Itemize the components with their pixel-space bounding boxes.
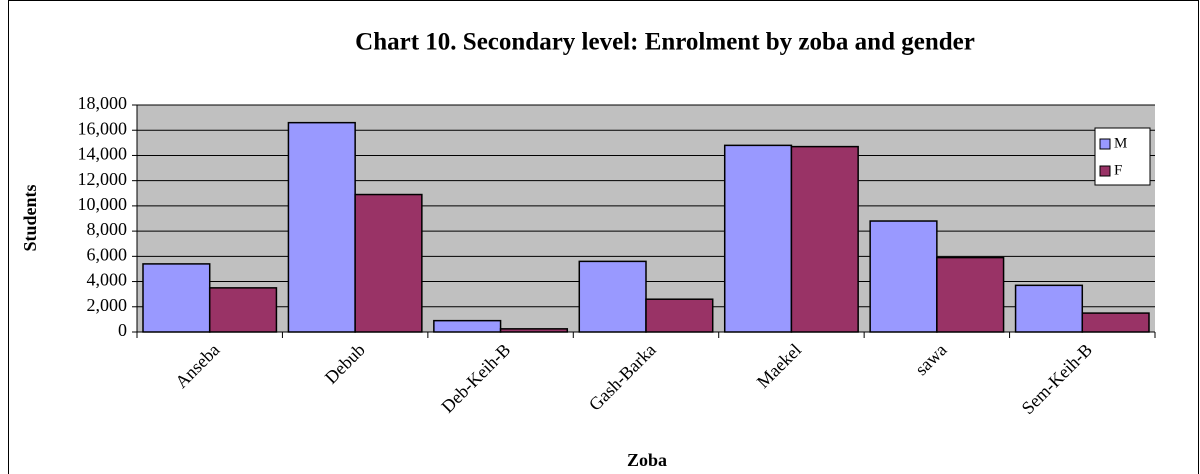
y-tick-label: 0: [118, 320, 127, 340]
bar: [354, 193, 423, 333]
bar: [645, 298, 714, 333]
y-tick-label: 2,000: [87, 295, 128, 315]
y-tick-label: 16,000: [78, 118, 128, 138]
bar: [936, 256, 1005, 333]
bar: [869, 220, 938, 333]
chart-title: Chart 10. Secondary level: Enrolment by …: [355, 29, 975, 56]
bar: [723, 144, 793, 333]
bar: [499, 328, 569, 333]
bar: [1014, 284, 1084, 333]
y-tick-label: 12,000: [78, 169, 128, 189]
bar: [142, 263, 211, 333]
y-tick-label: 14,000: [78, 144, 128, 164]
y-tick-label: 10,000: [78, 194, 128, 214]
bar: [433, 319, 502, 333]
y-tick-label: 8,000: [87, 219, 128, 239]
bar: [578, 260, 647, 333]
legend-swatch: [1099, 138, 1111, 150]
legend-label: M: [1114, 135, 1127, 151]
y-tick-label: 6,000: [87, 244, 128, 264]
bar: [287, 121, 356, 333]
y-tick-label: 4,000: [87, 270, 128, 290]
legend-swatch: [1099, 165, 1111, 177]
bar: [208, 287, 278, 333]
bar: [1081, 312, 1150, 333]
y-axis-label: Students: [20, 184, 40, 251]
bar: [790, 145, 859, 333]
y-tick-label: 18,000: [78, 93, 128, 113]
legend-label: F: [1114, 162, 1122, 178]
x-axis-label: Zoba: [627, 450, 667, 470]
